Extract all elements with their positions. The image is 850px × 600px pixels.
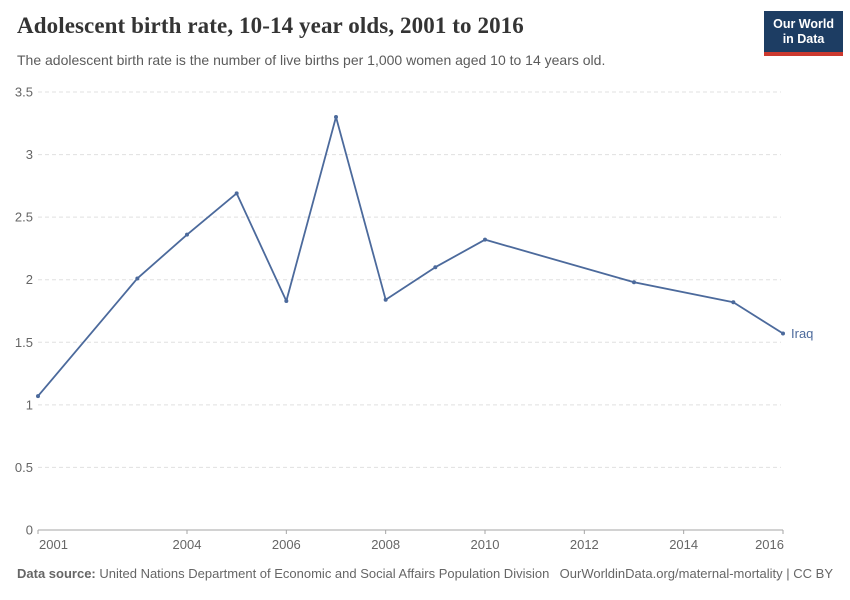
x-axis-tick-label: 2016 [755, 537, 784, 552]
data-point-2003[interactable] [135, 276, 140, 281]
logo-line2: in Data [782, 32, 825, 47]
x-axis-tick-label: 2006 [272, 537, 301, 552]
y-axis-tick-label: 0 [26, 523, 33, 538]
iraq-data-line[interactable] [37, 116, 784, 397]
y-axis-tick-label: 3.5 [15, 85, 33, 100]
data-point-2015[interactable] [731, 300, 736, 305]
y-axis-tick-label: 0.5 [15, 460, 33, 475]
data-point-2005[interactable] [234, 191, 239, 196]
data-source-label: Data source: [17, 566, 96, 581]
attribution-link[interactable]: OurWorldinData.org/maternal-mortality | … [559, 566, 833, 581]
logo-line1: Our World [773, 17, 834, 31]
chart-footer: Data source: United Nations Department o… [17, 566, 833, 581]
y-axis-tick-label: 2.5 [15, 210, 33, 225]
y-axis-tick-label: 3 [26, 147, 33, 162]
chart-subtitle: The adolescent birth rate is the number … [17, 52, 606, 68]
x-axis-tick-label: 2014 [669, 537, 698, 552]
y-axis-tick-label: 1 [26, 397, 33, 412]
data-point-2008[interactable] [383, 297, 388, 302]
data-source-text: United Nations Department of Economic an… [99, 566, 550, 581]
page-title: Adolescent birth rate, 10-14 year olds, … [17, 13, 524, 38]
data-point-2004[interactable] [185, 232, 189, 237]
data-point-2007[interactable] [334, 115, 338, 120]
y-axis-tick-label: 1.5 [15, 335, 33, 350]
data-point-2006[interactable] [284, 298, 289, 303]
x-axis-tick-label: 2012 [570, 537, 599, 552]
owid-logo[interactable]: Our World in Data [764, 11, 843, 56]
data-point-2010[interactable] [483, 237, 487, 242]
series-label-iraq[interactable]: Iraq [791, 326, 813, 341]
data-point-2016[interactable] [781, 331, 785, 336]
data-source: Data source: United Nations Department o… [17, 566, 549, 581]
data-point-2001[interactable] [36, 394, 40, 399]
x-axis-tick-label: 2001 [39, 537, 68, 552]
data-point-2013[interactable] [632, 280, 636, 285]
data-point-2009[interactable] [433, 265, 438, 270]
x-axis-tick-label: 2004 [173, 537, 202, 552]
x-axis-tick-label: 2008 [371, 537, 400, 552]
x-axis-tick-label: 2010 [471, 537, 500, 552]
y-axis-tick-label: 2 [26, 272, 33, 287]
